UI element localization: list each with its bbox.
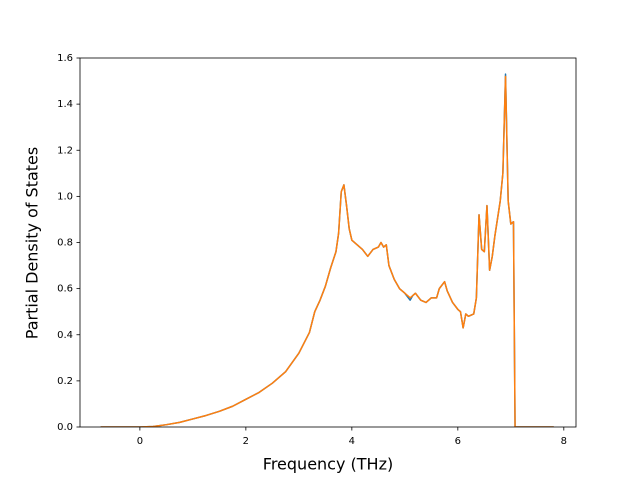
y-tick-label: 1.4 bbox=[57, 99, 73, 110]
y-tick-label: 1.6 bbox=[57, 53, 73, 64]
y-axis-label: Partial Density of States bbox=[23, 147, 42, 339]
x-tick-label: 0 bbox=[137, 436, 143, 447]
y-tick-label: 0.2 bbox=[57, 376, 73, 387]
y-tick-label: 0.8 bbox=[57, 238, 73, 249]
y-tick-label: 0.0 bbox=[57, 422, 73, 433]
y-tick-label: 0.4 bbox=[57, 330, 73, 341]
plot-frame bbox=[79, 57, 577, 428]
x-axis-label: Frequency (THz) bbox=[263, 455, 393, 474]
x-tick-label: 4 bbox=[349, 436, 355, 447]
x-tick-label: 6 bbox=[455, 436, 461, 447]
y-tick-label: 1.0 bbox=[57, 191, 73, 202]
series-line bbox=[100, 75, 554, 427]
series-line bbox=[100, 73, 554, 427]
y-tick-label: 1.2 bbox=[57, 145, 73, 156]
y-tick-label: 0.6 bbox=[57, 284, 73, 295]
x-tick-label: 2 bbox=[243, 436, 249, 447]
x-tick-label: 8 bbox=[561, 436, 567, 447]
